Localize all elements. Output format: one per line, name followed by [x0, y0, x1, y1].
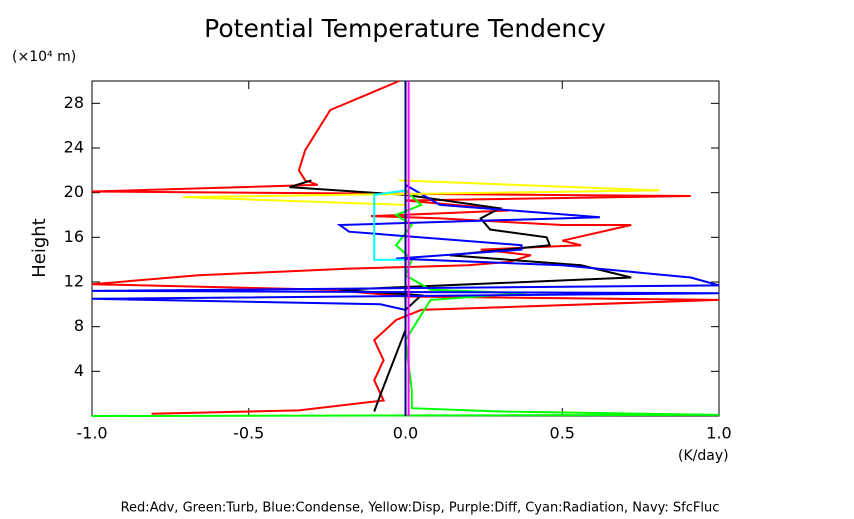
x-tick-label: 0.5	[550, 424, 575, 443]
y-tick-label: 8	[74, 316, 84, 335]
y-tick-label: 24	[64, 138, 84, 157]
profile-line	[91, 184, 720, 416]
legend-text: Red:Adv, Green:Turb, Blue:Condense, Yell…	[121, 501, 720, 516]
y-tick-label: 4	[74, 361, 84, 380]
profile-line	[182, 179, 660, 206]
y-tick-label: 12	[64, 272, 84, 291]
y-tick-label: 28	[64, 93, 84, 112]
x-unit: (K/day)	[678, 448, 729, 464]
y-tick-label: 20	[64, 182, 84, 201]
x-tick-label: 0.0	[393, 424, 418, 443]
profile-line	[91, 80, 720, 415]
y-axis-label: Height	[29, 218, 50, 278]
y-tick-label: 16	[64, 227, 84, 246]
y-unit: (×10⁴ m)	[12, 49, 76, 65]
x-tick-label: -0.5	[233, 424, 264, 443]
x-tick-label: -1.0	[76, 424, 107, 443]
chart-title: Potential Temperature Tendency	[204, 14, 606, 43]
x-tick-label: 1.0	[706, 424, 731, 443]
